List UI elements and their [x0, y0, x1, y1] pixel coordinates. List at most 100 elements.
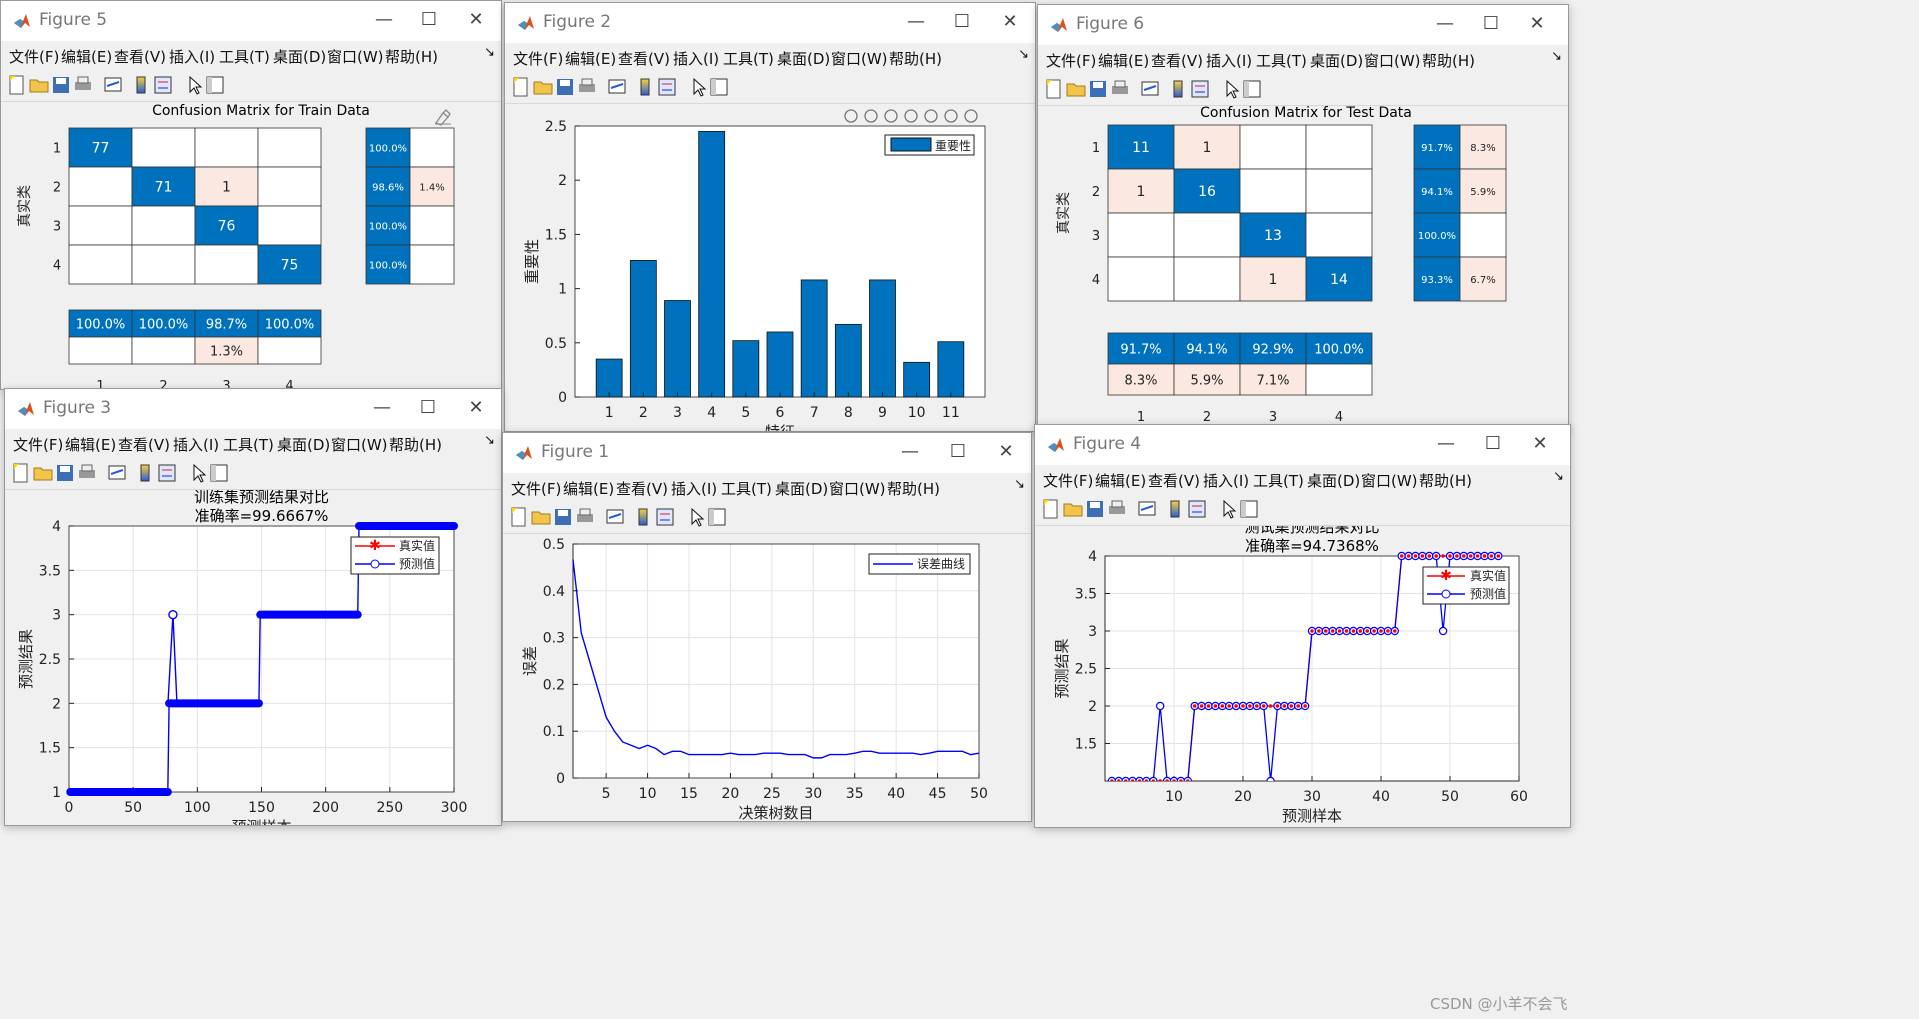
menu-item[interactable]: 窗口(W): [1364, 52, 1421, 70]
maximize-button[interactable]: ☐: [1484, 433, 1502, 454]
figure3-titlebar[interactable]: Figure 3 — ☐ ✕: [5, 389, 501, 429]
maximize-button[interactable]: ☐: [419, 397, 437, 418]
menu-item[interactable]: 查看(V): [616, 480, 668, 498]
menu-item[interactable]: 编辑(E): [65, 436, 117, 454]
print-icon[interactable]: [1110, 79, 1130, 99]
brush-icon[interactable]: [844, 109, 858, 123]
menu-item[interactable]: 文件(F): [511, 480, 562, 498]
menu-item[interactable]: 编辑(E): [61, 48, 113, 66]
menu-item[interactable]: 窗口(W): [327, 48, 384, 66]
new-file-icon[interactable]: [11, 463, 31, 483]
menu-item[interactable]: 编辑(E): [1095, 472, 1147, 490]
menu-item[interactable]: 窗口(W): [1361, 472, 1418, 490]
open-folder-icon[interactable]: [533, 77, 553, 97]
menu-item[interactable]: 帮助(H): [1419, 472, 1472, 490]
menu-item[interactable]: 编辑(E): [1098, 52, 1150, 70]
colorbar-icon[interactable]: [1165, 499, 1185, 519]
link-plot-icon[interactable]: [607, 77, 627, 97]
menu-item[interactable]: 插入(I): [673, 50, 720, 68]
property-inspector-icon[interactable]: [709, 77, 729, 97]
menu-item[interactable]: 桌面(D): [277, 436, 331, 454]
property-inspector-icon[interactable]: [1239, 499, 1259, 519]
menu-item[interactable]: 桌面(D): [1307, 472, 1361, 490]
zoom-in-icon[interactable]: [924, 109, 938, 123]
new-file-icon[interactable]: [511, 77, 531, 97]
pointer-icon[interactable]: [185, 75, 205, 95]
save-icon[interactable]: [51, 75, 71, 95]
menu-item[interactable]: 插入(I): [173, 436, 220, 454]
pointer-icon[interactable]: [687, 507, 707, 527]
close-button[interactable]: ✕: [1529, 13, 1545, 34]
menu-item[interactable]: 桌面(D): [775, 480, 829, 498]
open-folder-icon[interactable]: [29, 75, 49, 95]
minimize-button[interactable]: —: [901, 441, 919, 462]
menu-item[interactable]: 帮助(H): [385, 48, 438, 66]
dock-arrow-icon[interactable]: ↘: [1014, 477, 1025, 492]
pan-icon[interactable]: [904, 109, 918, 123]
menu-item[interactable]: 窗口(W): [831, 50, 888, 68]
menu-item[interactable]: 插入(I): [1203, 472, 1250, 490]
print-icon[interactable]: [577, 77, 597, 97]
pointer-icon[interactable]: [1222, 79, 1242, 99]
menu-item[interactable]: 帮助(H): [889, 50, 942, 68]
open-folder-icon[interactable]: [1066, 79, 1086, 99]
save-icon[interactable]: [555, 77, 575, 97]
dock-arrow-icon[interactable]: ↘: [1553, 469, 1564, 484]
link-plot-icon[interactable]: [605, 507, 625, 527]
menu-item[interactable]: 桌面(D): [777, 50, 831, 68]
minimize-button[interactable]: —: [373, 397, 391, 418]
rotate-icon[interactable]: [884, 109, 898, 123]
pointer-icon[interactable]: [189, 463, 209, 483]
link-plot-icon[interactable]: [1140, 79, 1160, 99]
new-file-icon[interactable]: [509, 507, 529, 527]
menu-item[interactable]: 文件(F): [1046, 52, 1097, 70]
dock-arrow-icon[interactable]: ↘: [1551, 49, 1562, 64]
save-icon[interactable]: [1088, 79, 1108, 99]
link-plot-icon[interactable]: [107, 463, 127, 483]
figure2-titlebar[interactable]: Figure 2 — ☐ ✕: [505, 3, 1035, 43]
maximize-button[interactable]: ☐: [949, 441, 967, 462]
menu-item[interactable]: 桌面(D): [273, 48, 327, 66]
menu-item[interactable]: 插入(I): [671, 480, 718, 498]
print-icon[interactable]: [575, 507, 595, 527]
new-file-icon[interactable]: [7, 75, 27, 95]
legend-icon[interactable]: [153, 75, 173, 95]
property-inspector-icon[interactable]: [205, 75, 225, 95]
minimize-button[interactable]: —: [1437, 433, 1455, 454]
legend-icon[interactable]: [657, 77, 677, 97]
menu-item[interactable]: 查看(V): [118, 436, 170, 454]
menu-item[interactable]: 工具(T): [723, 50, 774, 68]
close-button[interactable]: ✕: [998, 441, 1014, 462]
menu-item[interactable]: 查看(V): [1151, 52, 1203, 70]
menu-item[interactable]: 插入(I): [169, 48, 216, 66]
close-button[interactable]: ✕: [1532, 433, 1548, 454]
legend-icon[interactable]: [157, 463, 177, 483]
zoom-out-icon[interactable]: [944, 109, 958, 123]
maximize-button[interactable]: ☐: [1482, 13, 1500, 34]
colorbar-icon[interactable]: [131, 75, 151, 95]
open-folder-icon[interactable]: [1063, 499, 1083, 519]
legend-icon[interactable]: [655, 507, 675, 527]
menu-item[interactable]: 查看(V): [1148, 472, 1200, 490]
print-icon[interactable]: [1107, 499, 1127, 519]
save-icon[interactable]: [1085, 499, 1105, 519]
menu-item[interactable]: 编辑(E): [565, 50, 617, 68]
brush-icon[interactable]: [434, 109, 451, 126]
maximize-button[interactable]: ☐: [953, 11, 971, 32]
menu-item[interactable]: 工具(T): [219, 48, 270, 66]
menu-item[interactable]: 帮助(H): [887, 480, 940, 498]
datatip-icon[interactable]: [864, 109, 878, 123]
colorbar-icon[interactable]: [1168, 79, 1188, 99]
menu-item[interactable]: 文件(F): [513, 50, 564, 68]
menu-item[interactable]: 窗口(W): [331, 436, 388, 454]
open-folder-icon[interactable]: [33, 463, 53, 483]
save-icon[interactable]: [553, 507, 573, 527]
menu-item[interactable]: 文件(F): [13, 436, 64, 454]
close-button[interactable]: ✕: [468, 9, 484, 30]
menu-item[interactable]: 查看(V): [114, 48, 166, 66]
property-inspector-icon[interactable]: [209, 463, 229, 483]
colorbar-icon[interactable]: [135, 463, 155, 483]
menu-item[interactable]: 查看(V): [618, 50, 670, 68]
menu-item[interactable]: 工具(T): [721, 480, 772, 498]
new-file-icon[interactable]: [1041, 499, 1061, 519]
